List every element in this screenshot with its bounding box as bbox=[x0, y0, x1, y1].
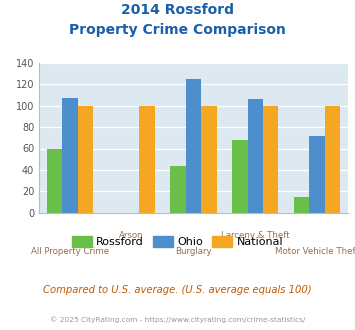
Bar bbox=[294, 197, 309, 213]
Text: Property Crime Comparison: Property Crime Comparison bbox=[69, 23, 286, 37]
Bar bbox=[247, 99, 263, 213]
Bar bbox=[62, 98, 78, 213]
Bar bbox=[325, 106, 340, 213]
Bar bbox=[263, 106, 278, 213]
Bar bbox=[201, 106, 217, 213]
Bar bbox=[232, 140, 247, 213]
Bar bbox=[186, 79, 201, 213]
Bar bbox=[309, 136, 325, 213]
Text: Compared to U.S. average. (U.S. average equals 100): Compared to U.S. average. (U.S. average … bbox=[43, 285, 312, 295]
Bar bbox=[78, 106, 93, 213]
Bar bbox=[140, 106, 155, 213]
Text: © 2025 CityRating.com - https://www.cityrating.com/crime-statistics/: © 2025 CityRating.com - https://www.city… bbox=[50, 317, 305, 323]
Text: Motor Vehicle Theft: Motor Vehicle Theft bbox=[275, 248, 355, 256]
Bar bbox=[170, 166, 186, 213]
Text: All Property Crime: All Property Crime bbox=[31, 248, 109, 256]
Bar bbox=[47, 148, 62, 213]
Text: 2014 Rossford: 2014 Rossford bbox=[121, 3, 234, 17]
Text: Larceny & Theft: Larceny & Theft bbox=[221, 231, 290, 240]
Text: Burglary: Burglary bbox=[175, 248, 212, 256]
Legend: Rossford, Ohio, National: Rossford, Ohio, National bbox=[67, 232, 288, 252]
Text: Arson: Arson bbox=[119, 231, 144, 240]
